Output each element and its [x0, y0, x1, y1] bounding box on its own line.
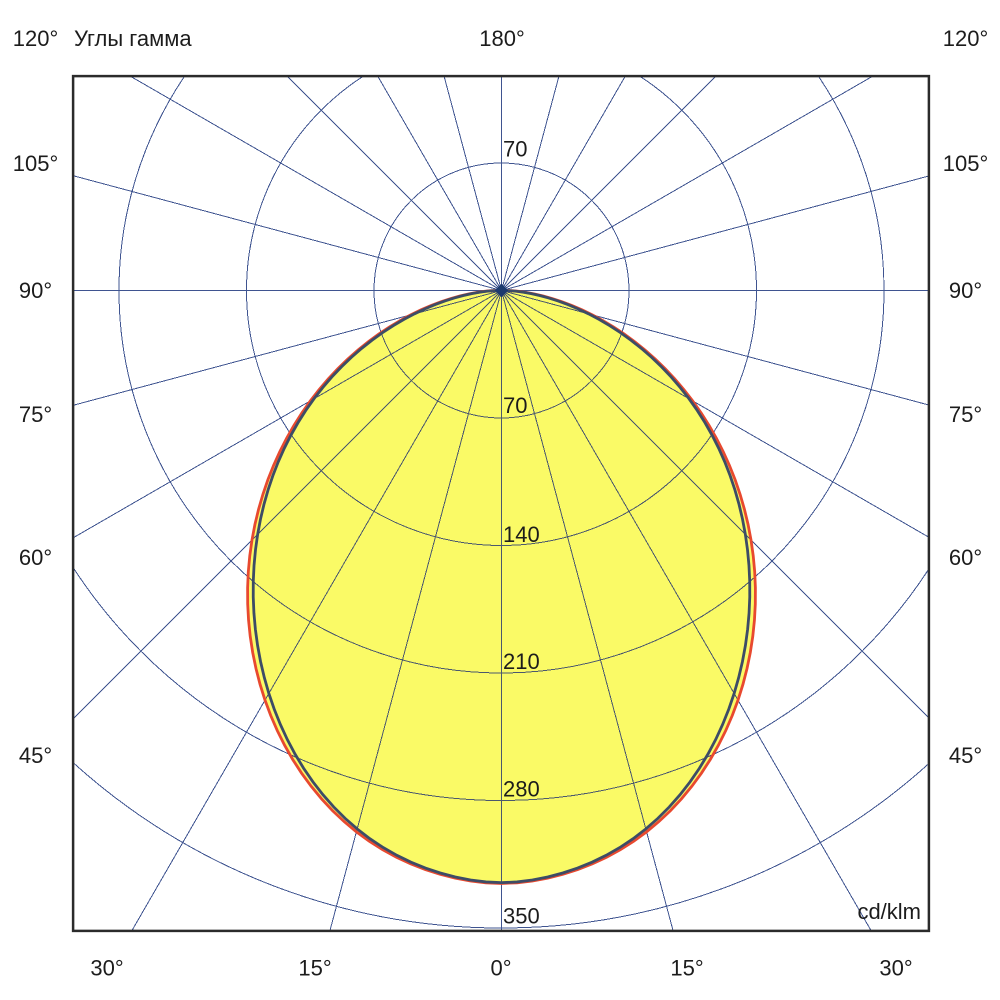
svg-text:75°: 75°: [19, 402, 52, 427]
svg-text:45°: 45°: [949, 743, 982, 768]
svg-text:15°: 15°: [670, 956, 703, 981]
svg-text:105°: 105°: [943, 151, 989, 176]
svg-text:15°: 15°: [298, 956, 331, 981]
svg-text:30°: 30°: [90, 956, 123, 981]
svg-text:Углы гамма: Углы гамма: [74, 26, 192, 51]
svg-text:280: 280: [503, 777, 540, 802]
svg-text:140: 140: [503, 522, 540, 547]
svg-text:90°: 90°: [19, 278, 52, 303]
svg-text:120°: 120°: [13, 26, 59, 51]
svg-text:75°: 75°: [949, 402, 982, 427]
svg-text:105°: 105°: [13, 151, 59, 176]
svg-text:350: 350: [503, 904, 540, 929]
svg-text:0°: 0°: [490, 956, 511, 981]
svg-text:30°: 30°: [879, 956, 912, 981]
svg-text:60°: 60°: [949, 545, 982, 570]
svg-text:120°: 120°: [943, 26, 989, 51]
svg-text:70: 70: [503, 393, 527, 418]
svg-text:210: 210: [503, 649, 540, 674]
svg-text:60°: 60°: [19, 545, 52, 570]
svg-text:cd/klm: cd/klm: [857, 899, 921, 924]
svg-text:180°: 180°: [479, 26, 525, 51]
svg-text:45°: 45°: [19, 743, 52, 768]
svg-text:70: 70: [503, 137, 527, 162]
svg-text:90°: 90°: [949, 278, 982, 303]
